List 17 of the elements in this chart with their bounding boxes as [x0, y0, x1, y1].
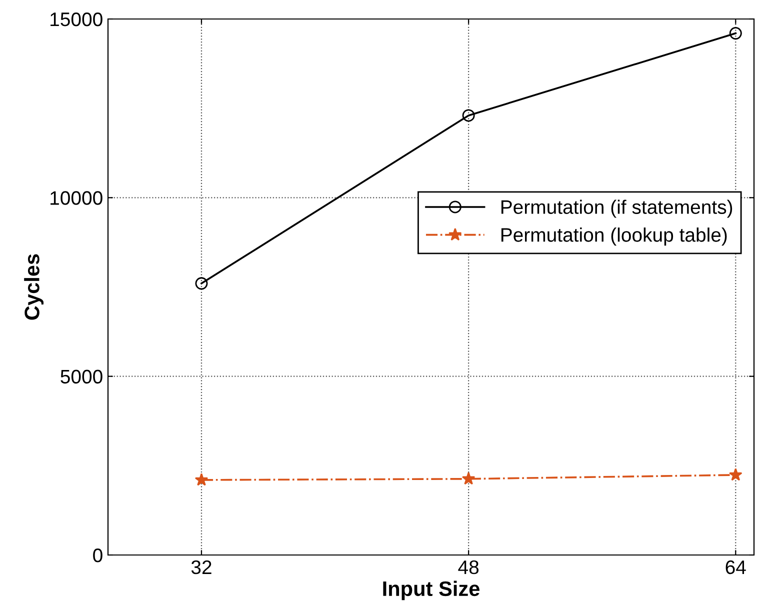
- point: [729, 27, 742, 40]
- point: [195, 277, 208, 290]
- y-axis-title: Cycles: [24, 254, 44, 320]
- x-tick-label: 32: [191, 560, 212, 574]
- x-tick-label: 48: [458, 560, 479, 574]
- legend-label: Permutation (lookup table): [501, 228, 727, 246]
- y-tick-label: 5000: [60, 370, 102, 384]
- point: [462, 109, 475, 122]
- point: [462, 472, 476, 485]
- y-tick-label: 10000: [50, 191, 102, 205]
- point: [194, 473, 208, 486]
- legend-label: Permutation (if statements): [501, 200, 732, 218]
- y-tick-label: 0: [93, 548, 102, 562]
- x-tick-label: 64: [726, 560, 746, 574]
- y-tick-label: 15000: [50, 12, 102, 26]
- x-axis-title: Input Size: [383, 580, 480, 600]
- point: [729, 468, 742, 481]
